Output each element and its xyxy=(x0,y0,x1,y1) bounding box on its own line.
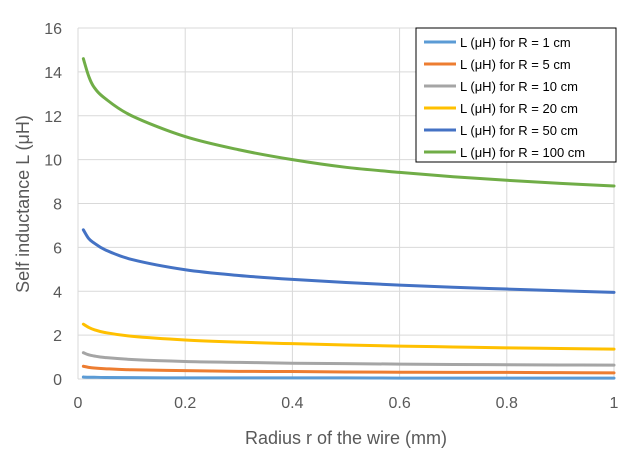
x-tick-label: 0.4 xyxy=(281,395,303,412)
y-axis-title: Self inductance L (μH) xyxy=(13,115,33,293)
y-tick-label: 6 xyxy=(53,240,62,257)
x-tick-label: 0.8 xyxy=(496,395,518,412)
legend-box xyxy=(415,27,617,163)
y-tick-label: 10 xyxy=(44,153,62,170)
x-tick-label: 0.6 xyxy=(388,395,410,412)
x-tick-label: 0.2 xyxy=(174,395,196,412)
tick-labels: 0 2 4 6 8 10 12 14 16 0 0.2 0.4 0.6 0.8 1 xyxy=(44,21,618,412)
y-tick-label: 16 xyxy=(44,21,62,38)
series-line-5 xyxy=(81,57,616,188)
legend-label: L (μH) for R = 20 cm xyxy=(460,101,578,116)
legend-items: L (μH) for R = 1 cm L (μH) for R = 5 cm L … xyxy=(424,35,585,160)
series-line-1 xyxy=(81,364,616,375)
legend-label: L (μH) for R = 100 cm xyxy=(460,145,585,160)
legend-label: L (μH) for R = 1 cm xyxy=(460,35,571,50)
legend-label: L (μH) for R = 50 cm xyxy=(460,123,578,138)
x-axis-title: Radius r of the wire (mm) xyxy=(245,428,447,448)
gridlines xyxy=(77,27,615,380)
legend-label: L (μH) for R = 10 cm xyxy=(460,79,578,94)
series-lines xyxy=(81,57,616,380)
series-line-3 xyxy=(81,322,616,351)
series-line-0 xyxy=(81,375,616,380)
x-tick-label: 1 xyxy=(610,395,619,412)
y-tick-label: 8 xyxy=(53,197,62,214)
legend-label: L (μH) for R = 5 cm xyxy=(460,57,571,72)
x-tick-label: 0 xyxy=(74,395,83,412)
series-line-2 xyxy=(81,351,616,367)
y-tick-label: 0 xyxy=(53,372,62,389)
y-tick-label: 4 xyxy=(53,284,62,301)
y-tick-label: 2 xyxy=(53,328,62,345)
y-tick-label: 14 xyxy=(44,65,62,82)
series-line-4 xyxy=(81,228,616,294)
y-tick-label: 12 xyxy=(44,109,62,126)
legend: L (μH) for R = 1 cm L (μH) for R = 5 cm L … xyxy=(415,27,617,163)
